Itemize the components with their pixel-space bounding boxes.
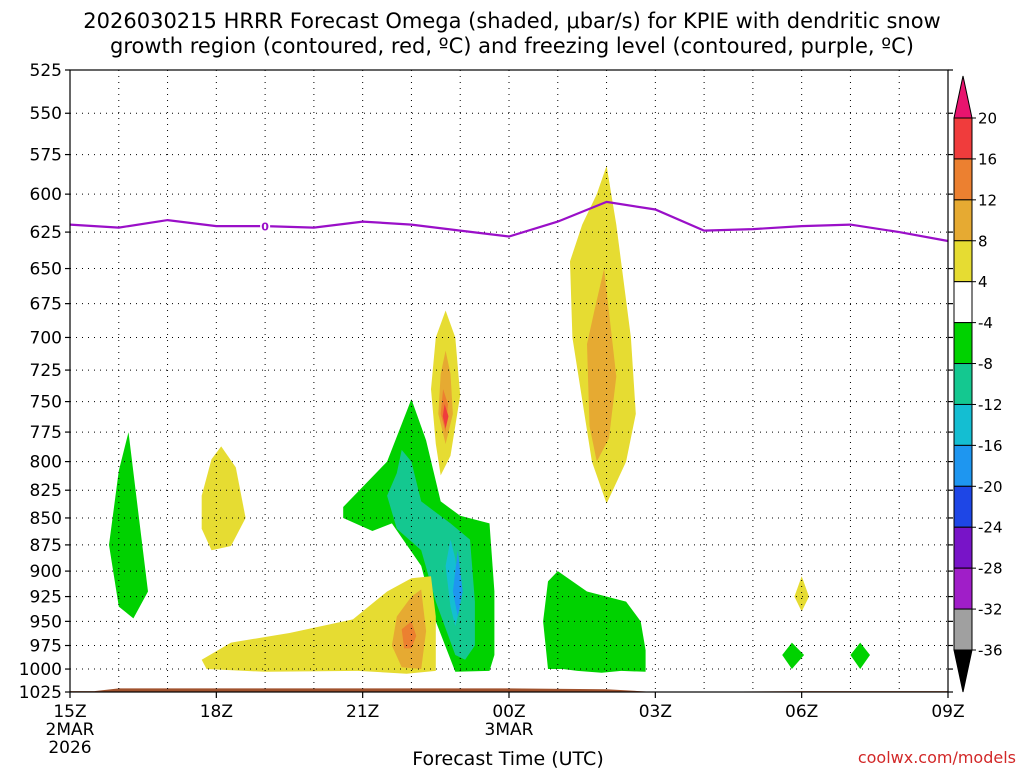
y-tick-label-1000: 1000 [19,660,62,680]
y-tick-label-625: 625 [30,223,62,243]
chart-title: 2026030215 HRRR Forecast Omega (shaded, … [83,9,940,58]
colorbar-label--16: -16 [978,437,1003,455]
x-tick-label-00Z: 00Z [492,702,525,722]
y-tick-label-575: 575 [30,146,62,166]
x-tick-label-15Z: 15Z [53,702,86,722]
omega-region-17 [850,642,870,669]
y-tick-label-525: 525 [30,61,62,81]
x-tick-label-18Z: 18Z [200,702,233,722]
colorbar-swatch [953,158,973,201]
y-tick-label-825: 825 [30,481,62,501]
colorbar-label--20: -20 [978,478,1003,496]
title-line-2: growth region (contoured, red, ºC) and f… [110,34,914,58]
y-tick-label-900: 900 [30,562,62,582]
y-tick-label-925: 925 [30,588,62,608]
colorbar-label--24: -24 [978,519,1003,537]
y-tick-label-550: 550 [30,104,62,124]
y-tick-label-1025: 1025 [19,683,62,703]
colorbar-label-12: 12 [978,191,997,209]
y-tick-label-975: 975 [30,637,62,657]
x-tick-label-09Z: 09Z [931,702,964,722]
omega-region-0 [109,432,148,619]
y-tick-label-650: 650 [30,260,62,280]
colorbar-label-8: 8 [978,232,988,250]
omega-region-18 [794,576,809,612]
y-tick-label-675: 675 [30,295,62,315]
x-tick-label-06Z: 06Z [785,702,818,722]
omega-region-12 [442,404,449,429]
y-tick-label-875: 875 [30,536,62,556]
y-axis: 525 550 575 600 625 650 675 700 725 750 775 800 825 8… [19,61,953,703]
omega-region-6 [201,576,436,674]
colorbar-label-20: 20 [978,110,997,128]
plot-area [70,165,948,692]
x-tick-sublabel: 2MAR [46,720,95,740]
x-tick-label-21Z: 21Z [346,702,379,722]
colorbar-swatch [953,240,973,283]
ground-surface [70,688,948,692]
title-line-1: 2026030215 HRRR Forecast Omega (shaded, … [83,9,940,33]
y-tick-label-750: 750 [30,393,62,413]
grid [69,69,949,693]
credit-link[interactable]: coolwx.com/models [858,748,1016,767]
colorbar-swatch [953,485,973,528]
omega-region-5 [452,550,463,617]
colorbar-swatch [953,526,973,569]
y-tick-label-950: 950 [30,612,62,632]
colorbar-swatch [953,403,973,446]
x-tick-sublabel: 2026 [48,738,91,758]
y-tick-label-775: 775 [30,423,62,443]
colorbar-swatch [953,199,973,242]
x-tick-label-03Z: 03Z [639,702,672,722]
colorbar-label--32: -32 [978,601,1003,619]
colorbar-label--4: -4 [978,314,993,332]
colorbar-label-16: 16 [978,150,997,168]
omega-region-1 [201,446,246,551]
x-tick-sublabel: 3MAR [485,720,534,740]
colorbar-swatch [953,363,973,405]
freezing-label-bg [260,219,271,234]
colorbar-label--12: -12 [978,396,1003,414]
x-axis-title: Forecast Time (UTC) [412,748,603,768]
colorbar-swatch [953,567,973,610]
y-tick-label-800: 800 [30,453,62,473]
y-tick-label-700: 700 [30,328,62,348]
colorbar-label--28: -28 [978,560,1003,578]
omega-region-8 [401,621,417,649]
colorbar: 20 16 12 8 4 -4 -8 -12 -16 -20 -24 -28 -32 -36 [953,75,1003,693]
freezing-level-line [69,200,949,243]
colorbar-bottom-arrow [953,649,973,693]
colorbar-label--36: -36 [978,642,1003,660]
freezing-level-contour: 0 [69,200,949,243]
colorbar-swatch [953,608,973,651]
omega-region-16 [782,642,805,669]
omega-region-15 [543,571,646,673]
y-tick-label-725: 725 [30,361,62,381]
colorbar-swatch [953,444,973,487]
omega-region-14 [587,268,617,462]
colorbar-swatch [953,281,973,324]
colorbar-top-arrow [953,75,973,119]
colorbar-swatch [953,322,973,365]
y-tick-label-850: 850 [30,509,62,529]
freezing-level-label: 0 [261,221,269,234]
y-tick-label-600: 600 [30,185,62,205]
colorbar-label--8: -8 [978,355,993,373]
colorbar-swatch [953,117,973,160]
colorbar-label-4: 4 [978,273,988,291]
